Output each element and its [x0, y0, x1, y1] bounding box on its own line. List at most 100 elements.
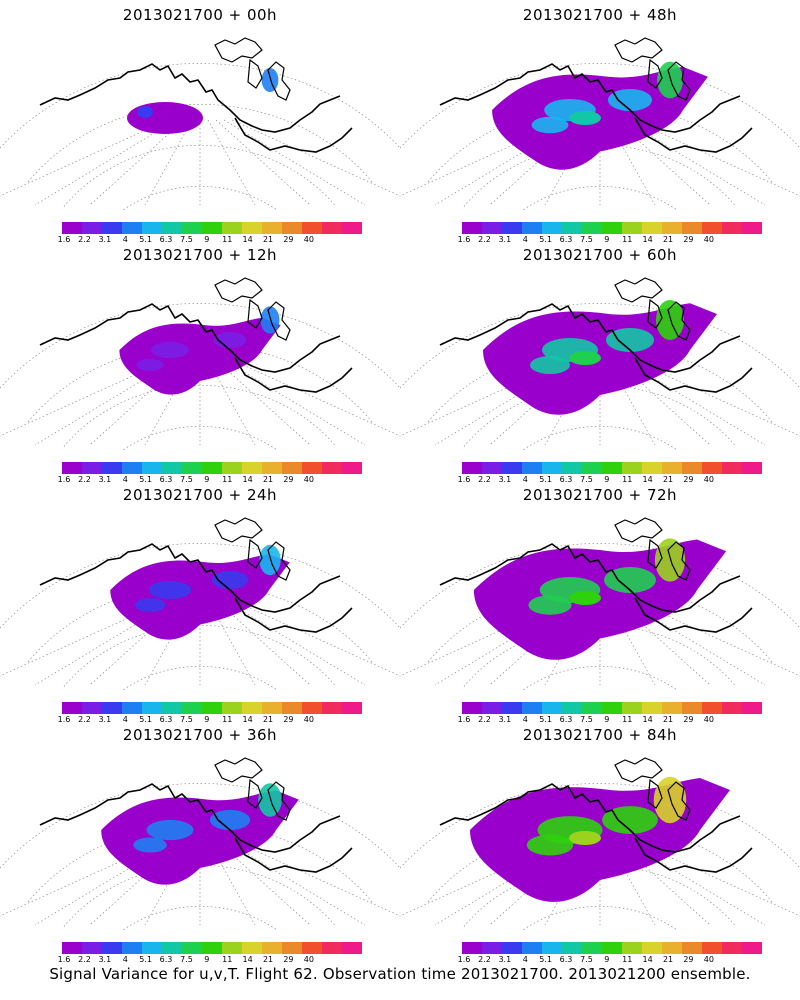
colorbar-segment — [542, 462, 562, 474]
colorbar-segment — [462, 462, 482, 474]
map-plot — [0, 517, 400, 690]
colorbar-segment — [222, 942, 242, 954]
colorbar-label: 29 — [683, 715, 694, 724]
colorbar-label: 5.1 — [539, 475, 552, 484]
map-plot — [0, 277, 400, 450]
colorbar-label: 6.3 — [159, 715, 173, 724]
colorbar-segment — [562, 462, 582, 474]
colorbar-segment — [722, 462, 742, 474]
colorbar-segment — [322, 462, 342, 474]
colorbar-segment — [82, 462, 102, 474]
colorbar-segment — [122, 462, 142, 474]
colorbar-segment — [602, 462, 622, 474]
forecast-panel: 2013021700 + 48h 1.6 2.2 3.1 4 5.1 6.3 7.5 9 11 14… — [400, 0, 800, 245]
map-plot — [400, 517, 800, 690]
colorbar-label: 6.3 — [559, 955, 573, 964]
colorbar-segment — [242, 702, 262, 714]
coastline — [39, 757, 353, 873]
panel-title: 2013021700 + 72h — [522, 486, 678, 504]
forecast-panel: 2013021700 + 72h 1.6 2.2 3.1 4 5.1 6.3 7.5 9 11 14… — [400, 480, 800, 725]
forecast-panel: 2013021700 + 60h 1.6 2.2 3.1 4 5.1 6.3 7.5 9 11 14… — [400, 240, 800, 485]
colorbar-label: 4 — [122, 475, 128, 484]
colorbar-label: 21 — [662, 715, 674, 724]
colorbar-segment — [642, 942, 662, 954]
colorbar-segment — [502, 942, 522, 954]
colorbar-segment — [302, 942, 322, 954]
colorbar-segment — [342, 222, 362, 234]
variance-field — [119, 306, 281, 395]
colorbar-label: 7.5 — [580, 475, 593, 484]
colorbar — [62, 942, 362, 954]
colorbar-segment — [322, 702, 342, 714]
colorbar-label: 9 — [604, 715, 610, 724]
colorbar-label: 2.2 — [478, 955, 491, 964]
colorbar-segment — [522, 942, 542, 954]
colorbar-label: 5.1 — [539, 235, 552, 244]
colorbar-label: 1.6 — [57, 715, 71, 724]
colorbar-segment — [642, 702, 662, 714]
colorbar-segment — [582, 702, 602, 714]
colorbar-label: 11 — [222, 955, 233, 964]
colorbar-segment — [662, 462, 682, 474]
colorbar-segment — [162, 462, 182, 474]
colorbar-label: 5.1 — [139, 955, 152, 964]
colorbar-label: 11 — [622, 475, 633, 484]
colorbar-label: 3.1 — [98, 235, 112, 244]
colorbar-label: 2.2 — [478, 715, 491, 724]
colorbar-segment — [502, 222, 522, 234]
colorbar-label: 7.5 — [180, 235, 193, 244]
colorbar-label: 4 — [122, 955, 128, 964]
colorbar-segment — [262, 942, 282, 954]
colorbar-segment — [642, 462, 662, 474]
colorbar-label: 1.6 — [457, 715, 471, 724]
colorbar-segment — [702, 462, 722, 474]
colorbar-segment — [282, 702, 302, 714]
colorbar-label: 5.1 — [139, 715, 152, 724]
colorbar-segment — [622, 462, 642, 474]
colorbar-segment — [222, 462, 242, 474]
variance-field — [483, 300, 717, 415]
colorbar-segment — [242, 222, 262, 234]
colorbar-label: 7.5 — [580, 955, 593, 964]
colorbar-segment — [282, 942, 302, 954]
colorbar-segment — [202, 702, 222, 714]
colorbar-label: 6.3 — [159, 235, 173, 244]
variance-field — [473, 538, 727, 660]
coastline — [439, 517, 753, 633]
map-plot — [0, 757, 400, 930]
colorbar-segment — [602, 222, 622, 234]
forecast-panel: 2013021700 + 84h 1.6 2.2 3.1 4 5.1 6.3 7.5 9 11 14… — [400, 720, 800, 965]
colorbar-label: 5.1 — [139, 475, 152, 484]
colorbar-label: 6.3 — [559, 235, 573, 244]
panel-title: 2013021700 + 24h — [122, 486, 278, 504]
colorbar-label: 3.1 — [98, 955, 112, 964]
colorbar-label: 6.3 — [159, 955, 173, 964]
map-plot — [400, 277, 800, 450]
colorbar-label: 29 — [683, 475, 694, 484]
colorbar-label: 1.6 — [457, 955, 471, 964]
colorbar-segment — [502, 702, 522, 714]
colorbar-segment — [222, 222, 242, 234]
colorbar-segment — [702, 942, 722, 954]
panel-title: 2013021700 + 48h — [522, 6, 678, 24]
colorbar-segment — [62, 702, 82, 714]
panel-title: 2013021700 + 60h — [522, 246, 678, 264]
colorbar-label: 11 — [622, 715, 633, 724]
colorbar-segment — [522, 462, 542, 474]
colorbar-label: 3.1 — [98, 715, 112, 724]
colorbar-segment — [182, 702, 202, 714]
colorbar — [462, 222, 762, 234]
colorbar-label: 9 — [204, 955, 210, 964]
colorbar-label: 9 — [204, 235, 210, 244]
colorbar-label: 3.1 — [498, 715, 512, 724]
colorbar-label: 1.6 — [57, 955, 71, 964]
variance-field — [127, 68, 279, 134]
colorbar-label: 1.6 — [57, 235, 71, 244]
colorbar-segment — [462, 222, 482, 234]
colorbar-segment — [562, 222, 582, 234]
colorbar-label: 14 — [242, 235, 253, 244]
colorbar-segment — [102, 462, 122, 474]
colorbar-label: 40 — [303, 235, 314, 244]
colorbar-segment — [62, 462, 82, 474]
colorbar-segment — [482, 702, 502, 714]
